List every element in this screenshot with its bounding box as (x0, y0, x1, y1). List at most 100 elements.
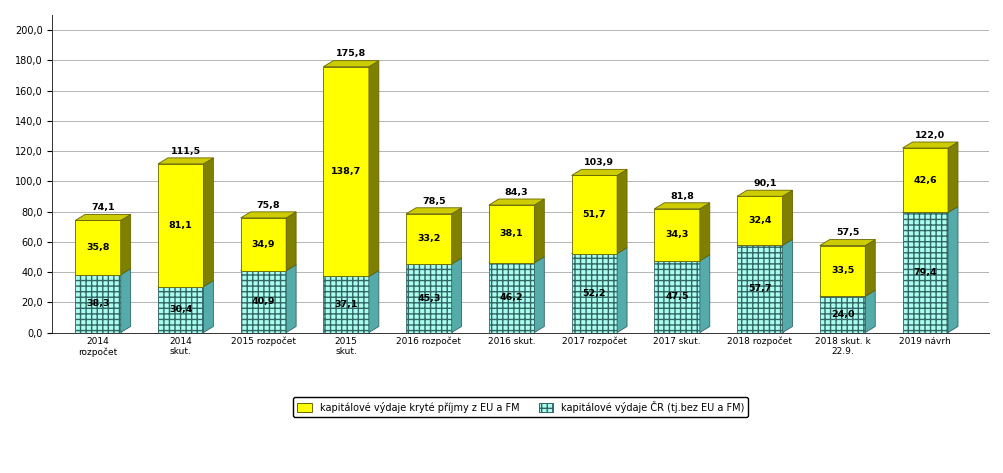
Text: 37,1: 37,1 (334, 300, 357, 309)
Polygon shape (157, 287, 204, 333)
Polygon shape (571, 169, 627, 175)
Polygon shape (406, 258, 461, 264)
Text: 103,9: 103,9 (584, 158, 614, 167)
Text: 46,2: 46,2 (499, 293, 523, 302)
Polygon shape (571, 175, 617, 254)
Polygon shape (120, 214, 130, 275)
Polygon shape (157, 164, 204, 287)
Polygon shape (617, 247, 627, 333)
Text: 32,4: 32,4 (747, 216, 771, 225)
Text: 90,1: 90,1 (752, 179, 775, 188)
Polygon shape (654, 203, 709, 209)
Polygon shape (736, 196, 781, 245)
Text: 40,9: 40,9 (252, 297, 275, 306)
Polygon shape (120, 269, 130, 333)
Polygon shape (488, 263, 534, 333)
Polygon shape (204, 280, 214, 333)
Polygon shape (286, 212, 296, 271)
Text: 81,1: 81,1 (169, 221, 193, 230)
Polygon shape (488, 257, 544, 263)
Text: 74,1: 74,1 (91, 203, 114, 212)
Polygon shape (654, 254, 709, 261)
Polygon shape (323, 61, 378, 67)
Polygon shape (488, 199, 544, 205)
Text: 75,8: 75,8 (257, 201, 280, 210)
Text: 34,9: 34,9 (252, 240, 275, 249)
Text: 84,3: 84,3 (505, 188, 528, 197)
Polygon shape (157, 158, 214, 164)
Text: 122,0: 122,0 (915, 131, 945, 140)
Polygon shape (781, 190, 791, 245)
Polygon shape (947, 142, 957, 212)
Polygon shape (617, 169, 627, 254)
Text: 57,5: 57,5 (835, 228, 859, 237)
Polygon shape (406, 214, 451, 264)
Polygon shape (736, 245, 781, 333)
Text: 38,3: 38,3 (86, 299, 109, 308)
Polygon shape (947, 206, 957, 333)
Polygon shape (241, 212, 296, 218)
Text: 111,5: 111,5 (171, 147, 201, 156)
Text: 33,5: 33,5 (830, 266, 854, 275)
Polygon shape (323, 67, 368, 276)
Polygon shape (736, 190, 791, 196)
Polygon shape (323, 276, 368, 333)
Polygon shape (571, 247, 627, 254)
Polygon shape (75, 220, 120, 275)
Polygon shape (488, 205, 534, 263)
Polygon shape (865, 290, 875, 333)
Text: 34,3: 34,3 (665, 230, 688, 239)
Legend: kapitálové výdaje kryté příjmy z EU a FM, kapitálové výdaje ČR (tj.bez EU a FM): kapitálové výdaje kryté příjmy z EU a FM… (293, 397, 747, 417)
Text: 24,0: 24,0 (830, 310, 854, 319)
Text: 38,1: 38,1 (499, 229, 523, 238)
Polygon shape (534, 199, 544, 263)
Polygon shape (902, 148, 947, 212)
Polygon shape (902, 142, 957, 148)
Polygon shape (241, 264, 296, 271)
Text: 79,4: 79,4 (913, 268, 936, 277)
Polygon shape (406, 208, 461, 214)
Polygon shape (75, 214, 130, 220)
Polygon shape (451, 258, 461, 333)
Polygon shape (368, 271, 378, 333)
Text: 30,4: 30,4 (169, 305, 193, 314)
Text: 78,5: 78,5 (421, 196, 445, 205)
Polygon shape (699, 203, 709, 261)
Polygon shape (406, 264, 451, 333)
Polygon shape (902, 206, 957, 212)
Polygon shape (368, 61, 378, 276)
Text: 51,7: 51,7 (582, 210, 606, 219)
Polygon shape (654, 209, 699, 261)
Text: 52,2: 52,2 (582, 289, 606, 298)
Polygon shape (736, 239, 791, 245)
Polygon shape (451, 208, 461, 264)
Polygon shape (241, 218, 286, 271)
Text: 47,5: 47,5 (665, 292, 688, 301)
Polygon shape (819, 245, 865, 296)
Polygon shape (819, 296, 865, 333)
Polygon shape (781, 239, 791, 333)
Polygon shape (819, 290, 875, 296)
Polygon shape (204, 158, 214, 287)
Text: 33,2: 33,2 (417, 235, 440, 244)
Text: 81,8: 81,8 (669, 192, 693, 201)
Polygon shape (157, 280, 214, 287)
Text: 138,7: 138,7 (331, 167, 361, 176)
Text: 57,7: 57,7 (747, 284, 771, 293)
Polygon shape (241, 271, 286, 333)
Text: 35,8: 35,8 (86, 243, 109, 252)
Polygon shape (75, 275, 120, 333)
Polygon shape (323, 271, 378, 276)
Polygon shape (534, 257, 544, 333)
Polygon shape (571, 254, 617, 333)
Polygon shape (654, 261, 699, 333)
Polygon shape (902, 212, 947, 333)
Polygon shape (699, 254, 709, 333)
Polygon shape (819, 239, 875, 245)
Polygon shape (286, 264, 296, 333)
Text: 42,6: 42,6 (913, 176, 936, 185)
Polygon shape (75, 269, 130, 275)
Polygon shape (865, 239, 875, 296)
Text: 175,8: 175,8 (336, 49, 366, 58)
Text: 45,3: 45,3 (417, 294, 440, 303)
